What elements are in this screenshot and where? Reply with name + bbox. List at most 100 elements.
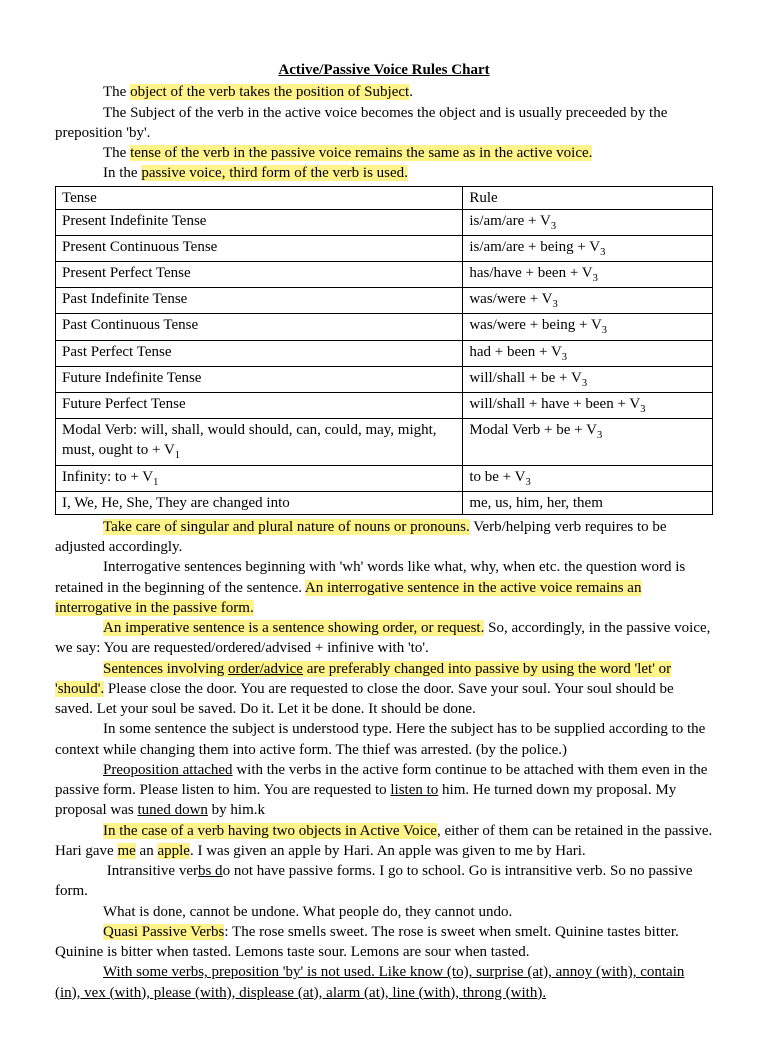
body-p11: With some verbs, preposition 'by' is not… xyxy=(55,962,713,1003)
cell-rule: was/were + V3 xyxy=(463,288,713,314)
highlight: passive voice, third form of the verb is… xyxy=(141,165,408,181)
subscript: 3 xyxy=(525,477,530,488)
text: The Subject of the verb in the active vo… xyxy=(55,105,667,141)
table-row: Past Continuous Tensewas/were + being + … xyxy=(56,314,713,340)
table-row: Modal Verb: will, shall, would should, c… xyxy=(56,419,713,465)
subscript: 3 xyxy=(553,299,558,310)
intro-p1: The object of the verb takes the positio… xyxy=(55,82,713,102)
text: will/shall + be + V xyxy=(469,370,581,386)
table-row: Past Perfect Tense had + been + V3 xyxy=(56,340,713,366)
th-tense: Tense xyxy=(56,186,463,209)
highlight: tense of the verb in the passive voice r… xyxy=(130,145,592,161)
cell-tense: I, We, He, She, They are changed into xyxy=(56,491,463,514)
cell-tense: Past Perfect Tense xyxy=(56,340,463,366)
intro-p2: The Subject of the verb in the active vo… xyxy=(55,103,713,144)
cell-rule: was/were + being + V3 xyxy=(463,314,713,340)
text: . I was given an apple by Hari. An apple… xyxy=(190,843,586,859)
cell-tense: Past Indefinite Tense xyxy=(56,288,463,314)
highlight: Quasi Passive Verbs xyxy=(103,924,224,940)
intro-p3: The tense of the verb in the passive voi… xyxy=(55,143,713,163)
table-row: Present Indefinite Tenseis/am/are + V3 xyxy=(56,209,713,235)
text: . xyxy=(409,84,413,100)
text: an xyxy=(136,843,158,859)
text: Sentences involving xyxy=(103,661,228,677)
th-rule: Rule xyxy=(463,186,713,209)
text: was/were + being + V xyxy=(469,317,601,333)
table-row: I, We, He, She, They are changed intome,… xyxy=(56,491,713,514)
underline: listen to xyxy=(390,782,438,798)
cell-rule: Modal Verb + be + V3 xyxy=(463,419,713,465)
rules-table: Tense Rule Present Indefinite Tenseis/am… xyxy=(55,186,713,515)
highlight: Take care of singular and plural nature … xyxy=(103,519,470,535)
body-p2: Interrogative sentences beginning with '… xyxy=(55,557,713,618)
table-row: Past Indefinite Tensewas/were + V3 xyxy=(56,288,713,314)
subscript: 3 xyxy=(602,325,607,336)
underline: tuned down xyxy=(138,802,208,818)
cell-rule: has/have + been + V3 xyxy=(463,262,713,288)
text: Modal Verb: will, shall, would should, c… xyxy=(62,422,437,458)
cell-tense: Future Indefinite Tense xyxy=(56,366,463,392)
subscript: 3 xyxy=(593,273,598,284)
subscript: 3 xyxy=(640,404,645,415)
text: has/have + been + V xyxy=(469,265,592,281)
text: The xyxy=(103,84,130,100)
body-p7: In the case of a verb having two objects… xyxy=(55,821,713,862)
cell-tense: Present Continuous Tense xyxy=(56,235,463,261)
underline: bs d xyxy=(198,863,223,879)
cell-tense: Modal Verb: will, shall, would should, c… xyxy=(56,419,463,465)
text: is/am/are + V xyxy=(469,213,551,229)
text: by him.k xyxy=(208,802,265,818)
subscript: 3 xyxy=(600,247,605,258)
intro-p4: In the passive voice, third form of the … xyxy=(55,163,713,183)
table-row: Present Perfect Tensehas/have + been + V… xyxy=(56,262,713,288)
highlight: object of the verb takes the position of… xyxy=(130,84,409,100)
cell-tense: Present Indefinite Tense xyxy=(56,209,463,235)
subscript: 3 xyxy=(582,378,587,389)
body-p3: An imperative sentence is a sentence sho… xyxy=(55,618,713,659)
text: In some sentence the subject is understo… xyxy=(55,721,705,757)
table-row: Infinity: to + V1to be + V3 xyxy=(56,465,713,491)
text: In the xyxy=(103,165,141,181)
text: will/shall + have + been + V xyxy=(469,396,640,412)
underline: Preoposition attached xyxy=(103,762,233,778)
highlight: apple xyxy=(157,843,189,859)
table-row: Future Perfect Tensewill/shall + have + … xyxy=(56,392,713,418)
highlight: me xyxy=(117,843,135,859)
cell-rule: me, us, him, her, them xyxy=(463,491,713,514)
text: What is done, cannot be undone. What peo… xyxy=(103,904,512,920)
body-p4: Sentences involving order/advice are pre… xyxy=(55,659,713,720)
text: Please close the door. You are requested… xyxy=(55,681,674,717)
subscript: 3 xyxy=(597,430,602,441)
text: had + been + V xyxy=(469,344,561,360)
subscript: 1 xyxy=(175,450,180,461)
text: Infinity: to + V xyxy=(62,469,153,485)
body-p8: Intransitive verbs do not have passive f… xyxy=(55,861,713,902)
highlight: In the case of a verb having two objects… xyxy=(103,823,437,839)
cell-tense: Present Perfect Tense xyxy=(56,262,463,288)
cell-rule: to be + V3 xyxy=(463,465,713,491)
cell-tense: Past Continuous Tense xyxy=(56,314,463,340)
body-p9: What is done, cannot be undone. What peo… xyxy=(55,902,713,922)
subscript: 1 xyxy=(153,477,158,488)
subscript: 3 xyxy=(562,352,567,363)
table-row: Future Indefinite Tensewill/shall + be +… xyxy=(56,366,713,392)
cell-rule: will/shall + have + been + V3 xyxy=(463,392,713,418)
cell-tense: Future Perfect Tense xyxy=(56,392,463,418)
cell-tense: Infinity: to + V1 xyxy=(56,465,463,491)
text: Modal Verb + be + V xyxy=(469,422,597,438)
subscript: 3 xyxy=(551,221,556,232)
text: is/am/are + being + V xyxy=(469,239,600,255)
underline: With some verbs, preposition 'by' is not… xyxy=(55,964,684,1000)
highlight: An imperative sentence is a sentence sho… xyxy=(103,620,484,636)
body-p6: Preoposition attached with the verbs in … xyxy=(55,760,713,821)
cell-rule: is/am/are + V3 xyxy=(463,209,713,235)
body-p5: In some sentence the subject is understo… xyxy=(55,719,713,760)
text: to be + V xyxy=(469,469,525,485)
table-row: Present Continuous Tenseis/am/are + bein… xyxy=(56,235,713,261)
underline: order/advice xyxy=(228,661,303,677)
text: The xyxy=(103,145,130,161)
cell-rule: is/am/are + being + V3 xyxy=(463,235,713,261)
cell-rule: will/shall + be + V3 xyxy=(463,366,713,392)
text: Intransitive ver xyxy=(107,863,198,879)
table-header-row: Tense Rule xyxy=(56,186,713,209)
